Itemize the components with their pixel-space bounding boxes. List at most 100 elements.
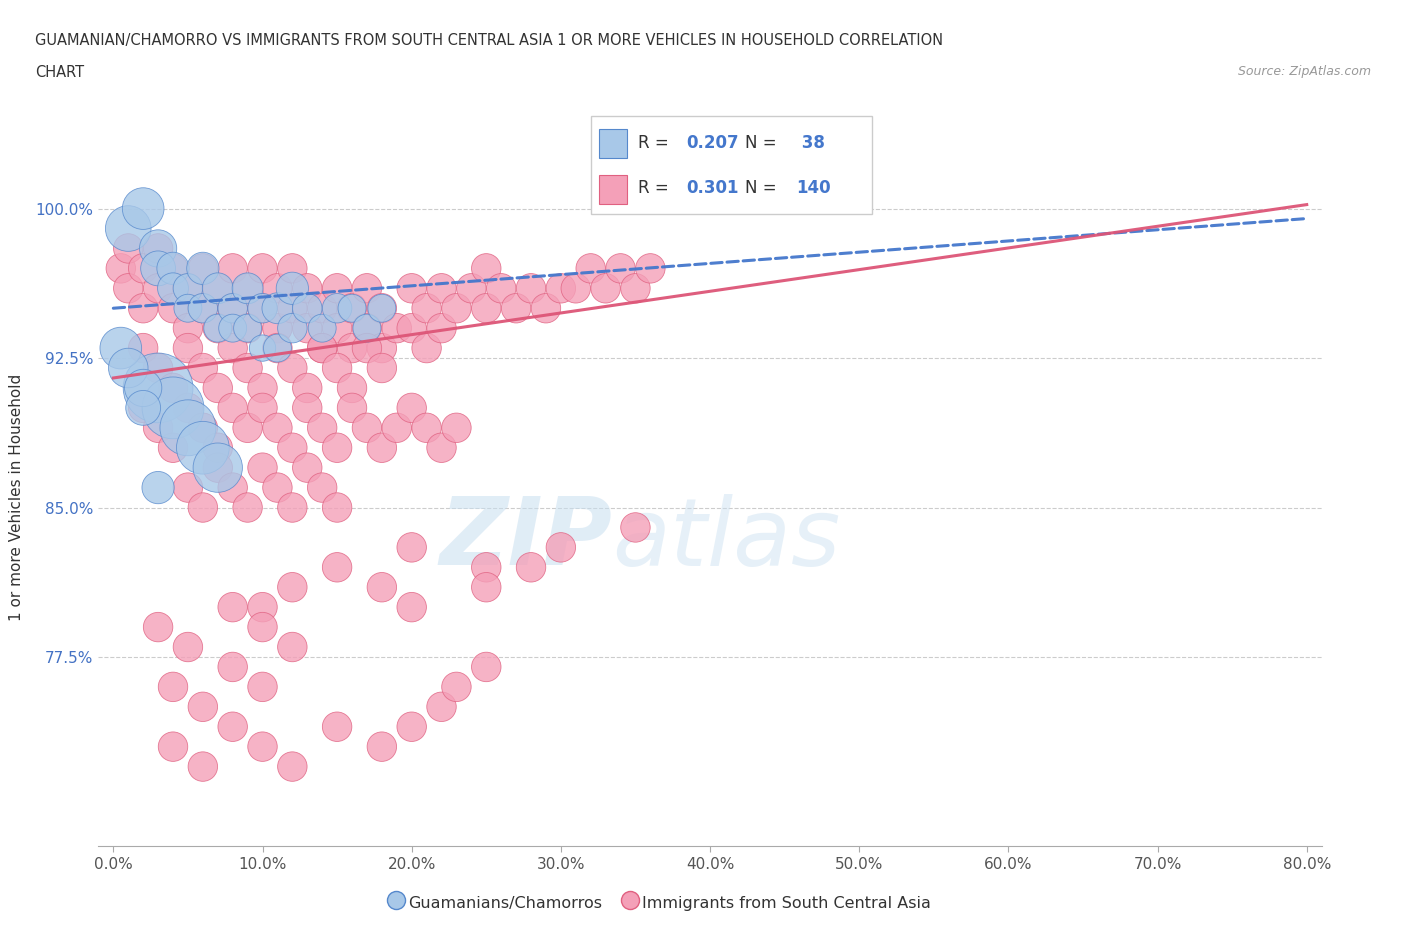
Point <box>221 600 243 615</box>
Text: 0.207: 0.207 <box>686 134 738 152</box>
Point <box>191 361 214 376</box>
Point <box>191 500 214 515</box>
Point <box>162 680 184 695</box>
Legend: Guamanians/Chamorros, Immigrants from South Central Asia: Guamanians/Chamorros, Immigrants from So… <box>385 886 936 919</box>
Point <box>266 480 288 495</box>
Point <box>401 600 423 615</box>
Point <box>177 281 200 296</box>
Point <box>146 420 169 435</box>
Point <box>117 221 139 236</box>
Point <box>624 281 647 296</box>
Point <box>356 420 378 435</box>
Point <box>162 739 184 754</box>
Point <box>191 261 214 276</box>
Point <box>311 480 333 495</box>
Point <box>252 619 274 634</box>
Point <box>311 420 333 435</box>
Point <box>430 699 453 714</box>
Point <box>110 340 132 355</box>
Point <box>281 500 304 515</box>
Point <box>326 281 349 296</box>
Point <box>221 261 243 276</box>
Point <box>221 300 243 315</box>
Point <box>132 201 155 216</box>
Text: GUAMANIAN/CHAMORRO VS IMMIGRANTS FROM SOUTH CENTRAL ASIA 1 OR MORE VEHICLES IN H: GUAMANIAN/CHAMORRO VS IMMIGRANTS FROM SO… <box>35 33 943 47</box>
Point <box>340 300 363 315</box>
FancyBboxPatch shape <box>599 129 627 158</box>
Point <box>446 300 468 315</box>
Point <box>266 340 288 355</box>
Point <box>221 659 243 674</box>
Point <box>266 420 288 435</box>
Point <box>430 281 453 296</box>
Point <box>475 300 498 315</box>
Point <box>401 540 423 555</box>
Text: 38: 38 <box>796 134 825 152</box>
Point <box>207 281 229 296</box>
Point <box>505 300 527 315</box>
Point <box>371 440 394 455</box>
Point <box>177 281 200 296</box>
Point <box>266 281 288 296</box>
Point <box>326 440 349 455</box>
Point <box>326 560 349 575</box>
Point <box>146 480 169 495</box>
Point <box>311 300 333 315</box>
Point <box>326 321 349 336</box>
Point <box>162 281 184 296</box>
Point <box>221 321 243 336</box>
Point <box>252 340 274 355</box>
Point <box>489 281 512 296</box>
Point <box>281 261 304 276</box>
Point <box>207 460 229 475</box>
Point <box>132 340 155 355</box>
Point <box>340 380 363 395</box>
Point <box>252 401 274 416</box>
Point <box>236 420 259 435</box>
Point <box>207 440 229 455</box>
Point <box>371 739 394 754</box>
Point <box>415 340 437 355</box>
Point <box>430 321 453 336</box>
Point <box>252 739 274 754</box>
Point <box>191 699 214 714</box>
Point <box>146 619 169 634</box>
Point <box>356 321 378 336</box>
Point <box>430 440 453 455</box>
Point <box>177 401 200 416</box>
Text: ZIP: ZIP <box>439 494 612 585</box>
Point <box>475 659 498 674</box>
Point <box>385 321 408 336</box>
Point <box>207 380 229 395</box>
FancyBboxPatch shape <box>599 175 627 205</box>
Point <box>297 300 319 315</box>
Point <box>595 281 617 296</box>
Point <box>326 500 349 515</box>
Point <box>252 680 274 695</box>
Point <box>117 281 139 296</box>
Point <box>146 261 169 276</box>
Point <box>236 500 259 515</box>
Point <box>356 321 378 336</box>
Point <box>297 321 319 336</box>
Point <box>371 300 394 315</box>
Text: R =: R = <box>638 179 675 196</box>
Text: N =: N = <box>745 179 782 196</box>
Point <box>609 261 631 276</box>
Point <box>177 480 200 495</box>
Point <box>475 579 498 594</box>
Point <box>340 340 363 355</box>
Point <box>415 300 437 315</box>
Point <box>221 480 243 495</box>
Point <box>221 340 243 355</box>
Point <box>191 440 214 455</box>
Point <box>475 261 498 276</box>
Point <box>252 460 274 475</box>
Point <box>297 401 319 416</box>
Point <box>297 281 319 296</box>
Point <box>207 460 229 475</box>
Point <box>340 300 363 315</box>
Point <box>236 281 259 296</box>
Point <box>162 401 184 416</box>
Point <box>191 300 214 315</box>
